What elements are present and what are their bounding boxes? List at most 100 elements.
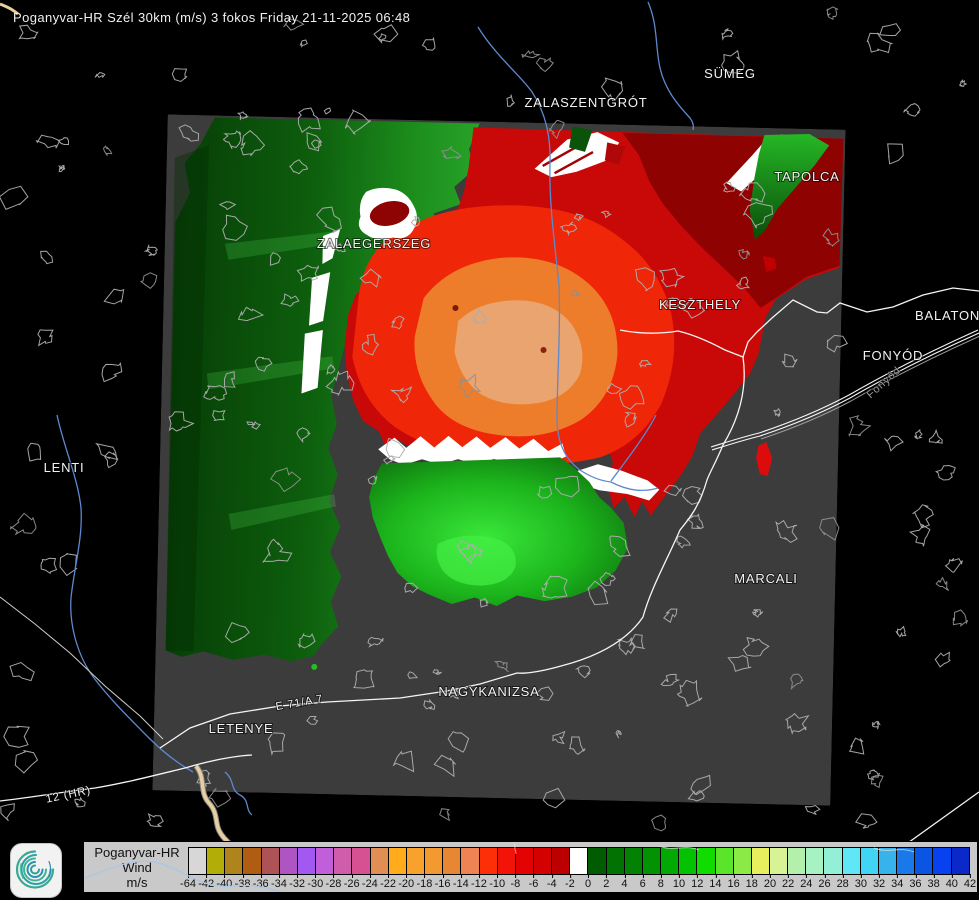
settlement-outline [377, 33, 387, 41]
settlement-outline [224, 371, 236, 388]
legend-color-cell [714, 847, 733, 875]
settlement-outline [855, 813, 878, 829]
settlement-outline [269, 252, 281, 266]
settlement-outline [542, 787, 566, 809]
settlement-outline [3, 725, 30, 748]
settlement-outline [895, 625, 907, 638]
settlement-outline [935, 464, 956, 481]
settlement-outline [681, 485, 703, 505]
settlement-outline [535, 57, 554, 73]
map-label-zalaegerszeg: ZALAEGERSZEG [317, 236, 431, 251]
map-label-marcali: MARCALI [734, 571, 797, 586]
settlement-outline [887, 143, 904, 165]
settlement-outline [392, 750, 415, 773]
legend-color-cell [696, 847, 715, 875]
map-label-s-meg: SÜMEG [704, 66, 756, 81]
legend-tick-label: -14 [453, 874, 469, 890]
settlement-outline [742, 637, 770, 657]
settlement-outline [456, 540, 477, 565]
legend-tick-label: 6 [640, 874, 646, 890]
legend-color-cell [587, 847, 606, 875]
settlement-outline [407, 671, 419, 679]
settlement-outline [742, 202, 774, 229]
legend-color-cell [787, 847, 806, 875]
settlement-outline [222, 214, 249, 241]
settlement-outline [0, 185, 29, 211]
legend-product-name: Poganyvar-HR [94, 845, 180, 860]
app-logo [10, 843, 62, 898]
legend-color-cell [859, 847, 878, 875]
legend-color-cell [750, 847, 769, 875]
settlement-outline [663, 484, 682, 497]
settlement-outline [735, 276, 751, 290]
velocity-field-white-patches [301, 132, 783, 501]
legend-tick-label: -38 [235, 874, 251, 890]
settlement-outline [168, 411, 195, 432]
settlement-outline [297, 107, 321, 133]
settlement-outline [574, 665, 591, 679]
settlement-outline [552, 730, 566, 745]
legend-colorbar [188, 847, 970, 875]
settlement-outline [0, 803, 15, 822]
settlement-outline [212, 409, 226, 421]
settlement-outline [458, 373, 482, 398]
legend-tick-label: 22 [782, 874, 794, 890]
legend-color-cell [623, 847, 642, 875]
settlement-outline [587, 580, 609, 606]
settlement-outlines [0, 6, 969, 832]
settlement-outline [479, 597, 489, 608]
legend-tick-label: 26 [818, 874, 831, 890]
settlement-outline [310, 139, 322, 149]
rivers [56, 1, 695, 816]
settlement-outline [952, 609, 969, 627]
settlement-outline [634, 267, 655, 292]
settlement-outline [224, 621, 250, 644]
legend-color-cell [188, 847, 207, 875]
legend-color-cell [242, 847, 261, 875]
legend-product-box: Poganyvar-HR Wind m/s [90, 845, 184, 890]
product-title: Poganyvar-HR Szél 30km (m/s) 3 fokos Fri… [13, 10, 411, 25]
legend-color-cell [278, 847, 297, 875]
settlement-outline [738, 182, 766, 203]
settlement-outline [254, 356, 273, 372]
legend-color-cell [569, 847, 588, 875]
settlement-outline [568, 736, 586, 755]
settlement-outline [280, 293, 300, 307]
settlement-outline [935, 576, 950, 592]
roads [0, 2, 979, 845]
settlement-outline [14, 749, 39, 774]
settlement-outline [9, 661, 35, 682]
settlement-outline [884, 435, 904, 452]
settlement-outline [958, 78, 968, 87]
settlement-outline [390, 386, 413, 404]
legend-color-cell [260, 847, 279, 875]
settlement-outline [680, 297, 706, 319]
map-label-zalaszentgr-t: ZALASZENTGRÓT [524, 95, 647, 110]
legend-color-cell [660, 847, 679, 875]
settlement-outline [441, 145, 462, 160]
settlement-outline [600, 210, 612, 219]
legend-color-cell [514, 847, 533, 875]
legend-panel: Poganyvar-HR Wind m/s -64 -42 -40 -38 -36 -34… [83, 841, 978, 893]
settlement-outline [262, 538, 293, 563]
legend-tick-label: -40 [216, 874, 232, 890]
settlement-outline [676, 535, 691, 549]
legend-color-cell [351, 847, 370, 875]
settlement-outline [316, 206, 342, 234]
settlement-outline [203, 385, 228, 401]
bottom-strip [0, 893, 979, 900]
settlement-outline [433, 754, 456, 778]
map-label-nagykanizsa: NAGYKANIZSA [438, 684, 539, 699]
legend-color-cell [224, 847, 243, 875]
settlement-outline [624, 411, 637, 428]
settlement-outline [171, 68, 188, 83]
settlement-outline [660, 673, 681, 687]
map-label-tapolca: TAPOLCA [774, 169, 839, 184]
settlement-outline [559, 221, 578, 237]
settlement-outline [628, 633, 645, 649]
settlement-outline [40, 250, 54, 265]
cyclone-spiral-icon [15, 850, 55, 889]
legend-color-cell [387, 847, 406, 875]
settlement-outline [600, 77, 624, 102]
settlement-outline [283, 15, 305, 31]
